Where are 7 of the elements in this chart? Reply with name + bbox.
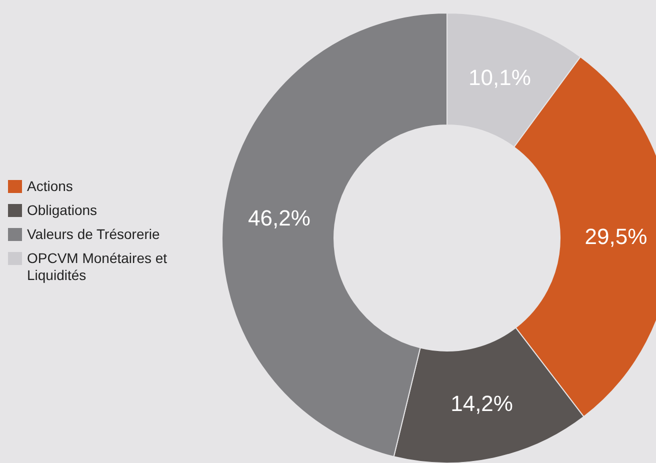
legend-label: Actions xyxy=(27,178,73,194)
data-label: 14,2% xyxy=(450,390,513,416)
legend-label: OPCVM Monétaires et Liquidités xyxy=(27,250,168,283)
data-label: 29,5% xyxy=(584,224,648,249)
legend-label: Valeurs de Trésorerie xyxy=(27,226,160,242)
legend-label: Obligations xyxy=(27,202,98,218)
data-label: 46,2% xyxy=(248,205,310,230)
